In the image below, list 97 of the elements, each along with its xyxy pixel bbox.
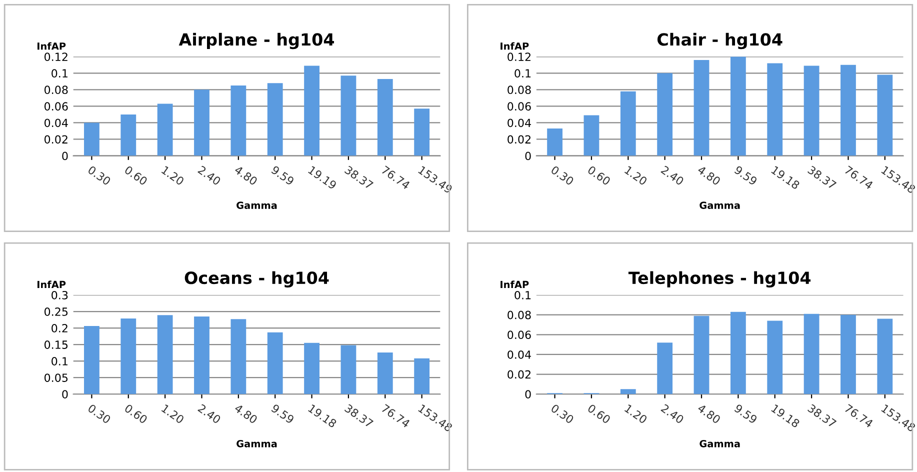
- bar: [377, 352, 393, 394]
- bar: [120, 318, 136, 394]
- bar: [414, 108, 430, 156]
- y-tick-label: 0.02: [44, 135, 68, 144]
- bar: [877, 318, 893, 394]
- x-axis-title: Gamma: [700, 440, 740, 448]
- y-tick-label: 0.08: [44, 86, 68, 94]
- x-tick-label: 0.30: [550, 165, 574, 186]
- bar: [157, 315, 173, 394]
- y-tick-label: 0.1: [52, 69, 68, 78]
- bar: [120, 114, 136, 156]
- chart-title: Oceans - hg104: [184, 271, 329, 288]
- y-tick-label: 0.04: [508, 350, 531, 359]
- x-axis-title: Gamma: [700, 202, 740, 209]
- bar: [84, 122, 100, 156]
- bar: [767, 320, 783, 394]
- x-tick-label: 1.20: [161, 166, 185, 186]
- bar: [730, 312, 746, 394]
- y-tick-label: 0.06: [508, 102, 531, 111]
- x-tick-label: 0.60: [124, 404, 148, 424]
- bar: [377, 78, 393, 156]
- y-tick-label: 0.04: [44, 118, 68, 128]
- y-tick-label: 0.02: [508, 370, 530, 379]
- x-tick-label: 0.60: [587, 165, 612, 186]
- bar: [267, 83, 283, 156]
- bar: [157, 104, 173, 156]
- bar: [694, 316, 710, 394]
- bar: [547, 128, 562, 156]
- y-tick-label: 0.3: [52, 290, 68, 300]
- bar: [584, 115, 600, 156]
- bar: [230, 319, 246, 394]
- bar: [194, 316, 210, 394]
- bar: [340, 345, 356, 394]
- bar: [414, 358, 430, 394]
- y-tick-label: 0: [525, 152, 531, 160]
- y-tick-label: 0.15: [44, 340, 68, 349]
- y-tick-label: 0.12: [44, 52, 68, 62]
- y-tick-label: 0: [62, 152, 68, 160]
- y-axis-title: InfAP: [38, 280, 66, 288]
- bar: [230, 86, 246, 156]
- y-tick-label: 0.04: [508, 118, 531, 128]
- bar: [620, 389, 636, 394]
- x-tick-label: 0.30: [550, 404, 574, 424]
- y-tick-label: 0: [525, 390, 531, 398]
- x-tick-label: 4.80: [697, 165, 722, 186]
- x-tick-label: 9.59: [270, 165, 295, 186]
- x-tick-label: 0.60: [587, 404, 612, 424]
- bar: [804, 314, 820, 394]
- y-tick-label: 0.25: [44, 307, 68, 316]
- chart-title: Chair - hg104: [657, 32, 782, 50]
- x-tick-label: 1.20: [161, 404, 185, 424]
- y-tick-label: 0.05: [44, 374, 68, 382]
- x-axis-title: Gamma: [236, 440, 277, 448]
- y-tick-label: 0.08: [508, 310, 531, 320]
- x-tick-label: 9.59: [734, 404, 758, 424]
- chart-title: Telephones - hg104: [628, 271, 811, 288]
- bar: [194, 90, 210, 156]
- x-tick-label: 0.30: [87, 404, 112, 424]
- x-tick-label: 4.80: [697, 404, 722, 424]
- y-tick-label: 0.2: [52, 324, 68, 332]
- bar: [340, 76, 356, 156]
- y-axis-title: InfAP: [500, 280, 529, 288]
- bar: [694, 60, 710, 156]
- bar: [767, 63, 783, 156]
- x-tick-label: 4.80: [234, 165, 258, 186]
- x-tick-label: 4.80: [234, 404, 258, 424]
- y-axis-title: InfAP: [38, 42, 66, 50]
- x-axis-title: Gamma: [236, 202, 277, 209]
- bar: [804, 66, 820, 156]
- x-tick-label: 9.59: [270, 404, 295, 424]
- bar: [620, 91, 636, 156]
- x-tick-label: 1.20: [624, 166, 648, 186]
- bar: [304, 66, 320, 156]
- y-tick-label: 0.1: [514, 290, 531, 300]
- y-tick-label: 0.12: [508, 52, 530, 62]
- bar: [267, 332, 283, 394]
- bar: [730, 56, 746, 156]
- chart-title: Airplane - hg104: [178, 32, 334, 50]
- bar: [84, 326, 100, 394]
- bar: [657, 342, 673, 394]
- x-tick-label: 9.59: [734, 165, 758, 186]
- bar: [304, 342, 320, 394]
- y-tick-label: 0.06: [508, 330, 531, 340]
- y-tick-label: 0.1: [514, 69, 531, 78]
- y-axis-title: InfAP: [500, 42, 529, 50]
- y-tick-label: 0.08: [508, 86, 531, 94]
- x-tick-label: 0.30: [87, 165, 112, 186]
- y-tick-label: 0.02: [508, 135, 530, 144]
- bar: [877, 74, 893, 156]
- y-tick-label: 0.06: [44, 102, 68, 111]
- x-tick-label: 0.60: [124, 165, 148, 186]
- y-tick-label: 0.1: [52, 357, 68, 366]
- bar: [657, 73, 673, 156]
- x-tick-label: 1.20: [624, 404, 648, 424]
- y-tick-label: 0: [62, 390, 68, 398]
- bar: [840, 314, 856, 394]
- bar: [840, 64, 856, 156]
